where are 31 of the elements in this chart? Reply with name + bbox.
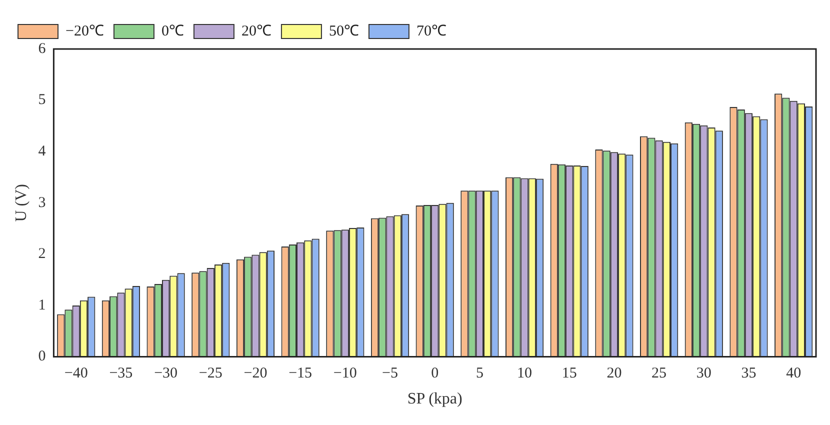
x-tick-label: −20	[244, 366, 268, 382]
legend-label: −20℃	[66, 23, 104, 40]
x-tick-label: 25	[652, 366, 667, 382]
legend-label: 20℃	[241, 23, 272, 40]
x-tick-label: −25	[198, 366, 222, 382]
x-tick-label: −40	[64, 366, 88, 382]
x-tick-label: −10	[333, 366, 357, 382]
y-tick-label: 2	[38, 246, 46, 262]
x-tick-label: 20	[606, 366, 622, 382]
x-tick-label: −15	[288, 366, 312, 382]
y-tick-label: 3	[38, 194, 46, 211]
x-tick-label: −5	[382, 366, 398, 382]
y-axis-title: U (V)	[12, 184, 30, 222]
y-tick-label: 1	[38, 297, 46, 314]
x-tick-label: −30	[154, 366, 178, 382]
x-tick-label: −35	[109, 366, 133, 382]
y-tick-label: 0	[38, 348, 46, 365]
x-tick-label: 35	[741, 366, 756, 382]
y-tick-label: 4	[38, 144, 46, 160]
x-tick-label: 40	[786, 366, 802, 382]
legend-label: 50℃	[328, 23, 359, 40]
x-tick-label: 15	[562, 366, 577, 382]
x-tick-label: 0	[431, 366, 439, 382]
x-tick-label: 30	[696, 366, 712, 382]
y-tick-label: 6	[38, 40, 46, 57]
x-tick-label: 10	[517, 366, 532, 382]
x-tick-label: 5	[476, 366, 484, 382]
y-tick-label: 5	[38, 92, 46, 108]
x-axis-title: SP (kpa)	[407, 390, 462, 408]
legend-label: 70℃	[416, 23, 446, 40]
legend-label: 0℃	[161, 23, 184, 40]
